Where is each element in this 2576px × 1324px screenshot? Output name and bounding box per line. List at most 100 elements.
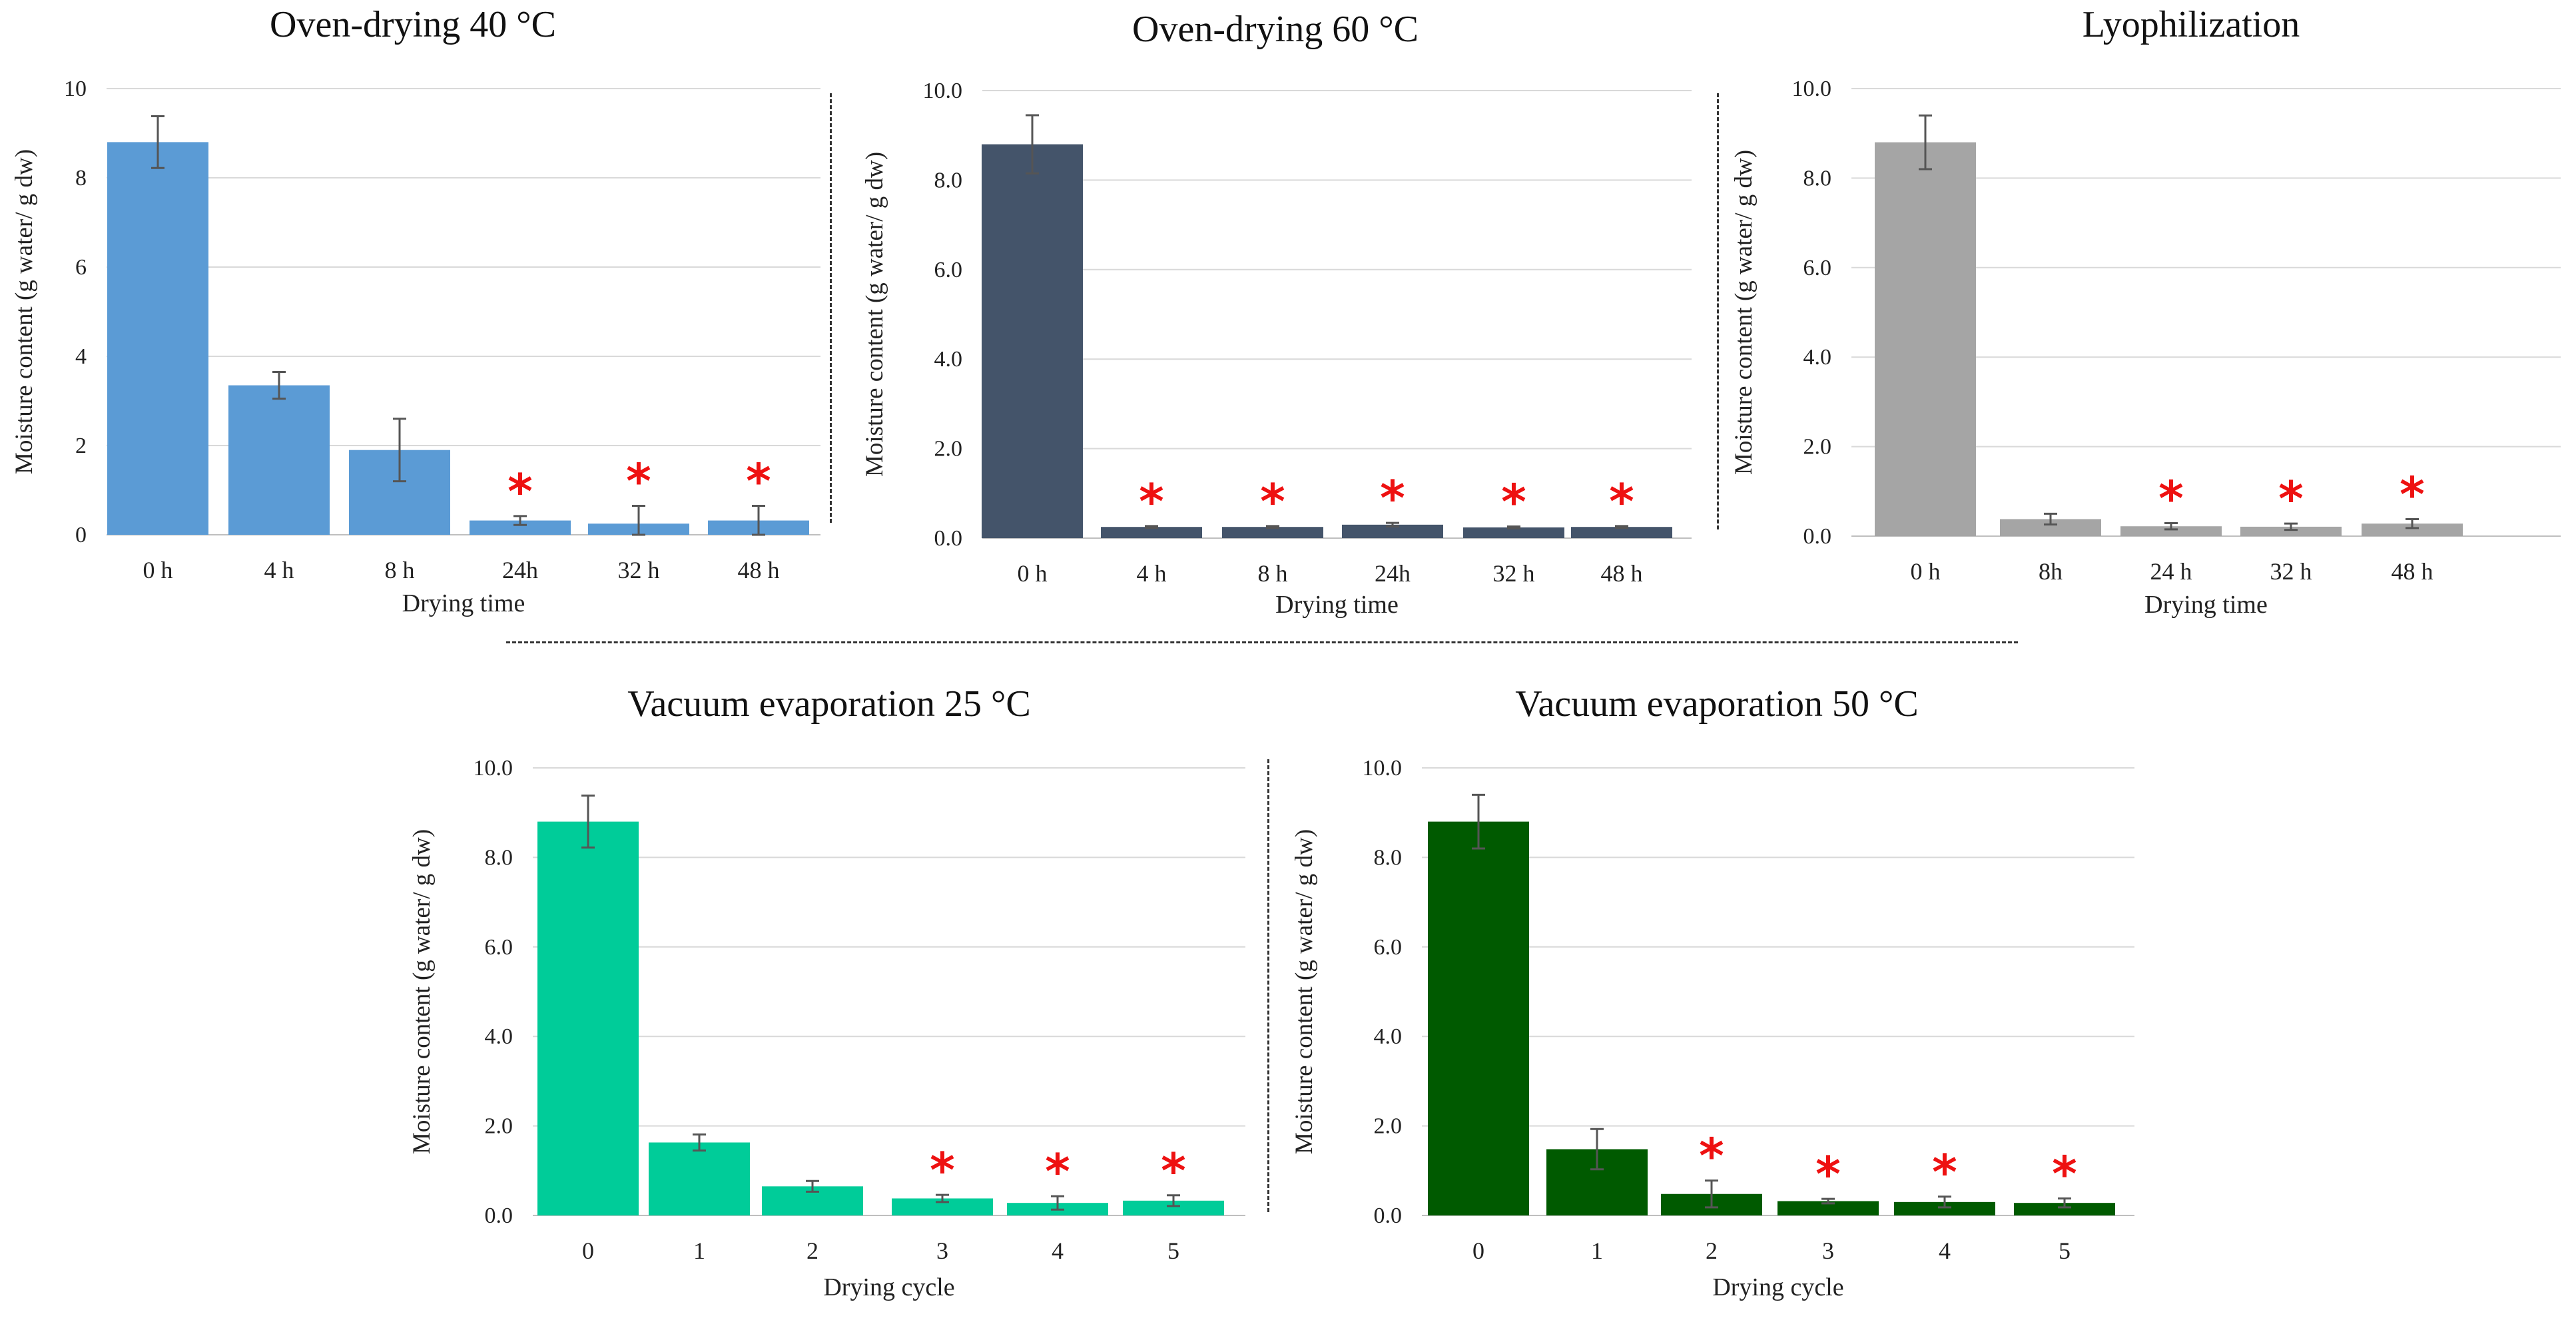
x-tick-label: 2	[1706, 1237, 1718, 1264]
bar	[1101, 527, 1202, 538]
y-axis-label: Moisture content (g water/ g dw)	[408, 829, 436, 1154]
chart-title: Oven-drying 60 °C	[1132, 9, 1419, 50]
bar	[1894, 1201, 1995, 1215]
chart-title: Lyophilization	[2083, 4, 2300, 45]
y-tick-label: 8.0	[1803, 166, 1832, 190]
y-tick-label: 8	[75, 166, 87, 190]
chart-5: Vacuum evaporation 50 °C 0.0 2.0 4.0 6.0 8.0 1…	[1291, 683, 2134, 1301]
x-tick-label: 32 h	[2270, 558, 2312, 585]
bar	[537, 821, 639, 1215]
bar	[1123, 1200, 1224, 1215]
x-tick-label: 1	[1591, 1237, 1603, 1264]
divider-top-right	[1717, 93, 1719, 529]
x-tick-label: 24h	[1375, 560, 1411, 587]
x-tick-label: 0	[1472, 1237, 1484, 1264]
significance-marker: *	[1699, 1128, 1724, 1184]
significance-marker: *	[507, 464, 533, 519]
chart-2: Oven-drying 60 °C 0.0 2.0 4.0 6.0 8.0 10.0 0 h 4…	[861, 9, 1692, 619]
y-tick-label: 0.0	[1803, 524, 1832, 549]
significance-marker: *	[1815, 1146, 1841, 1202]
bar	[1777, 1201, 1879, 1215]
y-axis-label: Moisture content (g water/ g dw)	[861, 152, 888, 477]
chart-title: Oven-drying 40 °C	[270, 4, 556, 45]
x-tick-label: 0 h	[1911, 558, 1941, 585]
y-tick-label: 4.0	[485, 1024, 513, 1049]
significance-marker: *	[930, 1142, 955, 1198]
x-tick-label: 4	[1939, 1237, 1951, 1264]
y-tick-label: 10.0	[923, 79, 963, 103]
y-axis-label: Moisture content (g water/ g dw)	[11, 149, 38, 474]
bar	[107, 142, 208, 535]
x-tick-label: 4 h	[1137, 560, 1167, 587]
significance-marker: *	[1380, 470, 1405, 526]
x-tick-label: 24 h	[2150, 558, 2192, 585]
significance-marker: *	[1260, 474, 1285, 529]
bar	[1222, 527, 1323, 538]
significance-marker: *	[746, 453, 771, 509]
x-axis-label: Drying time	[1275, 591, 1399, 619]
chart-3: Lyophilization 0.0 2.0 4.0 6.0 8.0 10.0 0 h 8h 24…	[1730, 4, 2561, 619]
bar	[1875, 142, 1976, 536]
y-tick-label: 4.0	[934, 347, 963, 372]
y-tick-label: 6.0	[934, 258, 963, 282]
x-tick-label: 48 h	[738, 557, 780, 583]
x-tick-label: 0 h	[1018, 560, 1048, 587]
significance-marker: *	[1139, 474, 1164, 529]
x-tick-label: 48 h	[1601, 560, 1643, 587]
y-tick-label: 4.0	[1374, 1024, 1403, 1049]
x-tick-label: 3	[1822, 1237, 1834, 1264]
y-axis-label: Moisture content (g water/ g dw)	[1730, 150, 1758, 475]
x-axis-label: Drying cycle	[823, 1273, 954, 1301]
significance-marker: *	[1161, 1143, 1186, 1199]
y-tick-label: 6.0	[1374, 935, 1403, 960]
significance-marker: *	[1501, 474, 1526, 530]
bar	[1463, 527, 1564, 538]
y-tick-label: 2.0	[934, 437, 963, 462]
bar	[2120, 526, 2222, 536]
bar	[470, 520, 571, 535]
x-tick-label: 48 h	[2392, 558, 2433, 585]
chart-title: Vacuum evaporation 50 °C	[1515, 683, 1919, 725]
x-tick-label: 0	[582, 1237, 594, 1264]
y-tick-label: 8.0	[1374, 845, 1403, 870]
significance-marker: *	[2158, 471, 2184, 527]
y-tick-label: 4	[75, 344, 87, 369]
y-tick-label: 2.0	[485, 1114, 513, 1139]
chart-title: Vacuum evaporation 25 °C	[627, 683, 1031, 725]
y-tick-label: 10.0	[1363, 756, 1403, 781]
x-tick-label: 0 h	[143, 557, 173, 583]
significance-marker: *	[2400, 466, 2425, 522]
x-tick-label: 5	[1167, 1237, 1179, 1264]
significance-marker: *	[2278, 471, 2304, 527]
y-tick-label: 2.0	[1803, 435, 1832, 460]
x-tick-label: 2	[806, 1237, 818, 1264]
bar	[2014, 1203, 2115, 1215]
divider-horizontal	[506, 641, 2018, 643]
y-tick-label: 6.0	[1803, 256, 1832, 280]
x-axis-label: Drying time	[2144, 591, 2268, 619]
x-tick-label: 1	[693, 1237, 705, 1264]
bar	[1428, 821, 1529, 1215]
y-tick-label: 10.0	[474, 756, 513, 781]
x-tick-label: 8 h	[1258, 560, 1288, 587]
y-tick-label: 0	[75, 523, 87, 547]
y-tick-label: 10.0	[1792, 77, 1832, 101]
x-tick-label: 32 h	[618, 557, 660, 583]
y-tick-label: 10	[64, 77, 87, 101]
significance-marker: *	[1609, 474, 1634, 529]
y-tick-label: 0.0	[934, 526, 963, 551]
x-tick-label: 4	[1052, 1237, 1064, 1264]
x-tick-label: 32 h	[1493, 560, 1535, 587]
divider-bottom	[1267, 759, 1269, 1212]
y-tick-label: 8.0	[934, 168, 963, 192]
x-tick-label: 24h	[502, 557, 538, 583]
y-tick-label: 0.0	[1374, 1203, 1403, 1228]
x-tick-label: 8h	[2039, 558, 2063, 585]
x-tick-label: 8 h	[385, 557, 415, 583]
y-tick-label: 6.0	[485, 935, 513, 960]
bar	[2362, 523, 2463, 536]
significance-marker: *	[2052, 1146, 2077, 1201]
y-tick-label: 8.0	[485, 845, 513, 870]
significance-marker: *	[1932, 1144, 1957, 1200]
